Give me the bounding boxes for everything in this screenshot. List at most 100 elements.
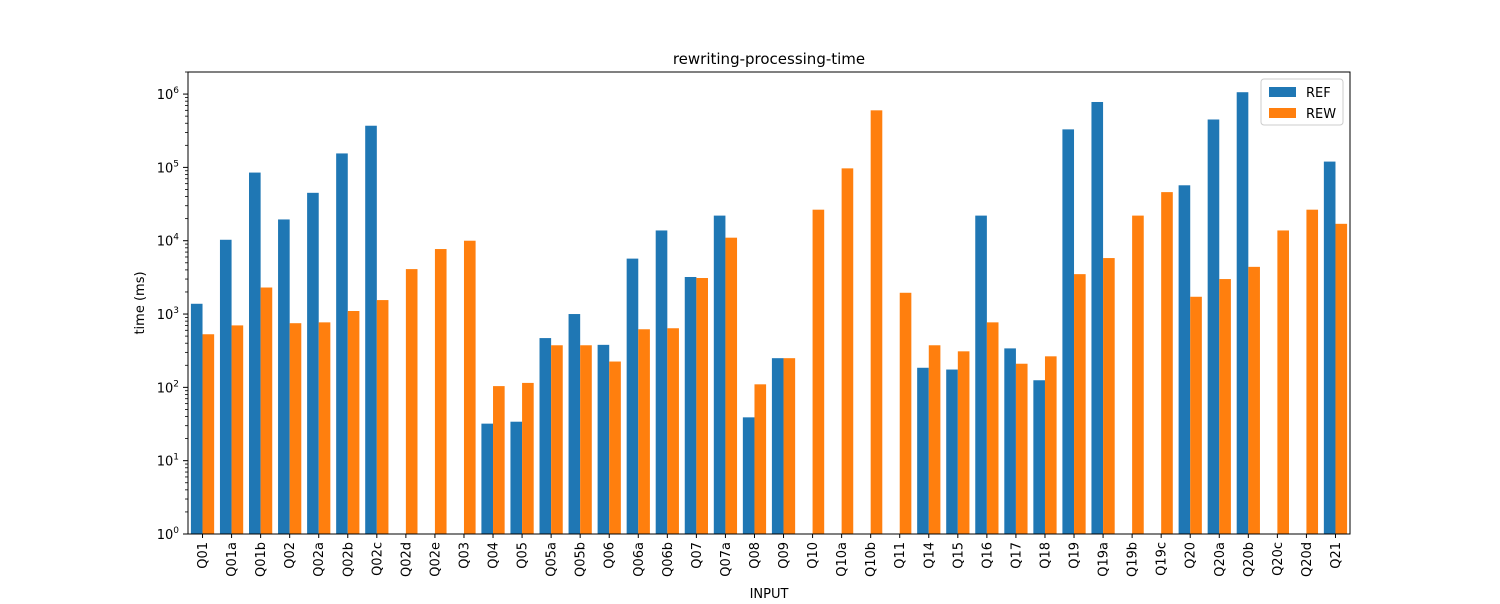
bar-rew-q15 [957,351,970,534]
x-tick-label: Q01 [196,542,211,569]
x-tick-label: Q07 [690,542,705,569]
bar-rew-q07a [725,237,738,535]
x-tick-label: Q10b [864,542,879,577]
bar-rew-q06 [609,361,621,534]
bar-ref-q20a [1207,119,1220,535]
bar-ref-q06 [597,344,610,534]
bar-rew-q19a [1103,258,1115,534]
x-tick-label: Q21 [1329,542,1344,569]
x-tick-label: Q06a [632,542,647,577]
x-tick-label: Q14 [922,542,937,569]
x-tick-label: Q19b [1126,542,1141,577]
x-tick-label: Q02b [341,542,356,577]
bar-ref-q02c [365,125,377,534]
x-tick-label: Q19a [1097,542,1112,577]
bar-rew-q10a [841,168,854,534]
y-axis-label: time (ms) [133,271,148,334]
bar-ref-q09 [771,358,784,534]
bar-rew-q19 [1074,274,1086,534]
x-tick-label: Q18 [1038,542,1053,569]
bar-ref-q19 [1062,129,1075,535]
y-tick-label: 103 [157,306,179,323]
bar-rew-q08 [754,384,767,534]
y-tick-label: 100 [157,526,180,543]
bar-rew-q02d [405,269,418,534]
x-tick-label: Q19 [1068,542,1083,569]
x-tick-label: Q15 [951,542,966,569]
x-tick-label: Q04 [487,542,502,569]
bar-rew-q02a [318,322,331,534]
legend-label-rew: REW [1306,107,1336,122]
bar-ref-q07a [713,215,726,534]
bar-rew-q10b [870,110,883,535]
bar-rew-q17 [1015,363,1028,534]
bar-ref-q07 [684,276,697,534]
legend-swatch-ref [1269,87,1296,97]
x-tick-label: Q02a [312,542,327,577]
bar-ref-q19a [1091,101,1104,534]
x-tick-label: Q10 [806,542,821,569]
bar-ref-q17 [1004,348,1016,534]
x-tick-label: Q19c [1155,542,1170,576]
bar-ref-q15 [946,369,958,534]
bar-ref-q08 [742,417,755,534]
x-tick-label: Q20c [1271,542,1286,576]
x-tick-label: Q05a [545,542,560,577]
legend: REF REW [1260,78,1344,126]
bar-rew-q01b [260,287,273,534]
legend-swatch-rew [1269,108,1296,118]
bar-rew-q06b [667,328,679,534]
x-tick-label: Q01a [225,542,240,577]
bar-rew-q20a [1219,279,1231,534]
legend-label-ref: REF [1306,86,1331,101]
x-tick-label: Q20b [1242,542,1257,577]
bar-ref-q02b [336,153,348,534]
x-tick-label: Q02d [399,542,414,577]
y-tick-label: 105 [157,159,179,176]
bar-rew-q20d [1306,209,1319,535]
x-tick-label: Q17 [1009,542,1024,569]
x-tick-label: Q02c [370,542,385,576]
bar-rew-q02 [289,323,302,534]
bar-ref-q01b [249,172,261,535]
bar-rew-q05 [522,382,534,534]
bar-rew-q01a [231,325,244,534]
bar-rew-q03 [463,240,476,535]
bar-ref-q06a [626,258,639,534]
x-tick-label: Q07a [719,542,734,577]
bar-rew-q02b [347,311,360,534]
bar-ref-q21 [1323,161,1336,535]
bar-ref-q05 [510,421,523,534]
bar-ref-q16 [975,215,987,534]
y-axis: 100 101 102 103 104 105 106 [157,71,188,543]
bar-ref-q02 [278,219,290,534]
x-tick-label: Q20d [1300,542,1315,577]
x-tick-label: Q06 [603,542,618,569]
bar-ref-q18 [1033,380,1045,534]
x-tick-label: Q05b [574,542,589,577]
x-axis: Q01 Q01a Q01b Q02 Q02a Q02b Q02c Q02d Q02e Q03 Q04… [196,534,1344,577]
bar-ref-q06b [655,230,668,534]
x-tick-label: Q09 [777,542,792,569]
bar-ref-q05a [539,338,552,534]
bar-rew-q02e [434,249,447,534]
bar-rew-q02c [376,300,389,534]
x-tick-label: Q16 [980,542,995,569]
bar-rew-q09 [783,358,796,534]
x-tick-label: Q05 [516,542,531,569]
x-tick-label: Q01b [254,542,269,577]
bar-ref-q20 [1178,185,1191,535]
y-tick-label: 106 [157,86,180,103]
bar-rew-q16 [986,322,999,534]
bar-rew-q04 [493,386,505,534]
y-tick-label: 104 [157,233,180,250]
bar-rew-q18 [1044,356,1057,534]
x-tick-label: Q10a [835,542,850,577]
bar-rew-q11 [899,292,912,534]
x-tick-label: Q02 [283,542,298,569]
bar-rew-q07 [696,278,708,534]
bar-ref-q14 [917,367,929,534]
bar-rew-q05b [580,345,592,534]
